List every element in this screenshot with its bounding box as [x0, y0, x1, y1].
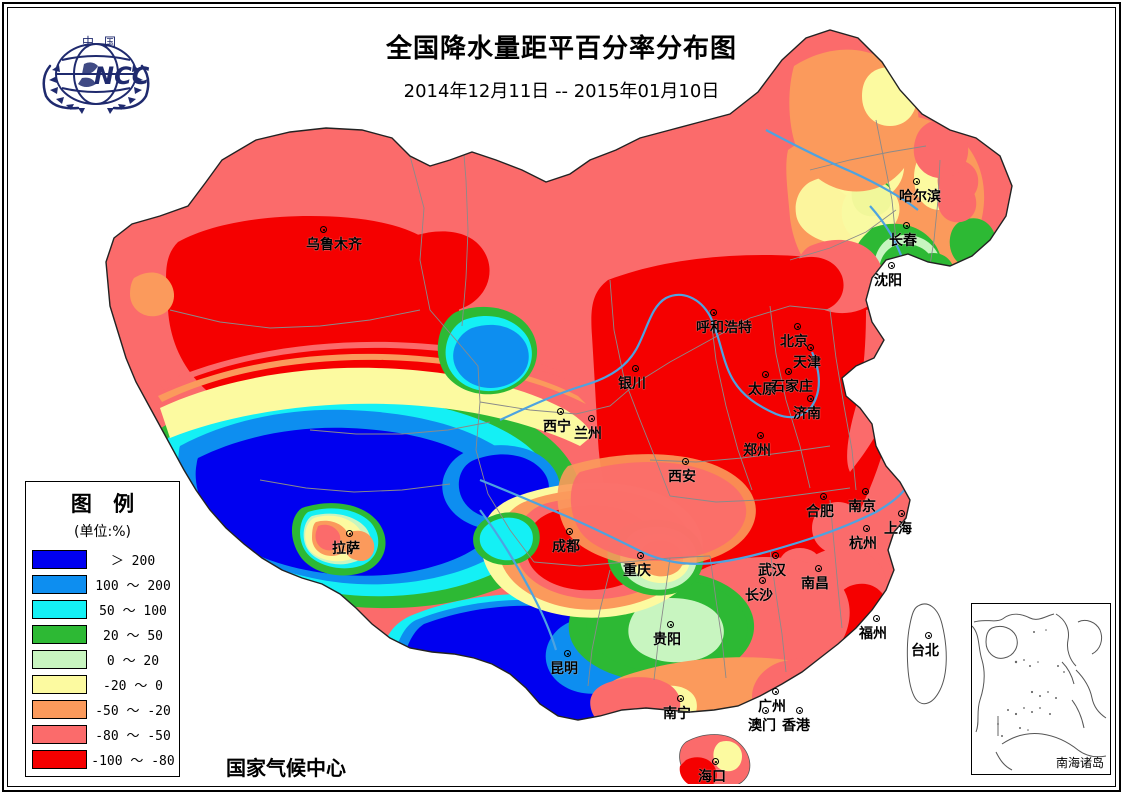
title-block: 全国降水量距平百分率分布图 2014年12月11日 -- 2015年01月10日: [0, 28, 1123, 103]
legend-item-list: ＞ 200 100 ～ 200 50 ～ 100 20 ～ 50 0 ～ 20 -20 ～…: [26, 547, 179, 772]
legend-range-label: ＞ 200: [110, 554, 156, 569]
legend-color-swatch: [32, 700, 87, 719]
legend-range-label: -80 ～ -50: [95, 729, 171, 744]
map-canvas: 乌鲁木齐 哈尔滨 长春 沈阳 呼和浩特 北京 天津 银川 太原 石家庄 济南 西宁 兰州 郑州 西安 拉萨 成都…: [10, 10, 1113, 785]
province-boundaries: [169, 119, 941, 687]
date-range-subtitle: 2014年12月11日 -- 2015年01月10日: [403, 81, 720, 102]
legend-color-swatch: [32, 750, 87, 769]
ncc-logo: 中 国 NCC: [32, 26, 160, 114]
legend-color-swatch: [32, 650, 87, 669]
rivers: [479, 129, 919, 651]
legend-color-swatch: [32, 575, 87, 594]
china-national-boundary: [105, 29, 1013, 721]
legend-range-label: 50 ～ 100: [99, 604, 167, 619]
legend-panel: 图 例 (单位:%) ＞ 200 100 ～ 200 50 ～ 100 20 ～ 50…: [25, 481, 180, 777]
legend-item: -100 ～ -80: [26, 747, 179, 772]
legend-range-label: 100 ～ 200: [95, 579, 171, 594]
legend-item: -20 ～ 0: [26, 672, 179, 697]
legend-item: -50 ～ -20: [26, 697, 179, 722]
legend-item: ＞ 200: [26, 547, 179, 572]
legend-color-swatch: [32, 725, 87, 744]
logo-acronym: NCC: [94, 62, 150, 90]
legend-color-swatch: [32, 675, 87, 694]
legend-title: 图 例: [70, 492, 142, 516]
legend-range-label: 0 ～ 20: [106, 654, 160, 669]
legend-item: 0 ～ 20: [26, 647, 179, 672]
legend-range-label: 20 ～ 50: [103, 629, 163, 644]
agency-attribution: 国家气候中心: [226, 756, 346, 780]
legend-item: -80 ～ -50: [26, 722, 179, 747]
legend-color-swatch: [32, 600, 87, 619]
legend-range-label: -100 ～ -80: [91, 754, 175, 769]
china-choropleth-map: [105, 29, 1013, 784]
legend-range-label: -20 ～ 0: [103, 679, 163, 694]
legend-range-label: -50 ～ -20: [95, 704, 171, 719]
legend-item: 50 ～ 100: [26, 597, 179, 622]
legend-item: 20 ～ 50: [26, 622, 179, 647]
legend-unit-label: (单位:%): [74, 524, 131, 540]
legend-color-swatch: [32, 550, 87, 569]
logo-char-zhong: 中: [82, 34, 94, 49]
legend-color-swatch: [32, 625, 87, 644]
hainan-island: [679, 734, 751, 784]
south-china-sea-inset: 南海诸岛: [971, 603, 1111, 775]
page-title: 全国降水量距平百分率分布图: [385, 34, 737, 64]
taiwan-island: [906, 603, 947, 705]
logo-char-guo: 国: [104, 35, 116, 49]
inset-map-svg: [972, 604, 1110, 774]
legend-item: 100 ～ 200: [26, 572, 179, 597]
inset-label: 南海诸岛: [1055, 756, 1104, 770]
